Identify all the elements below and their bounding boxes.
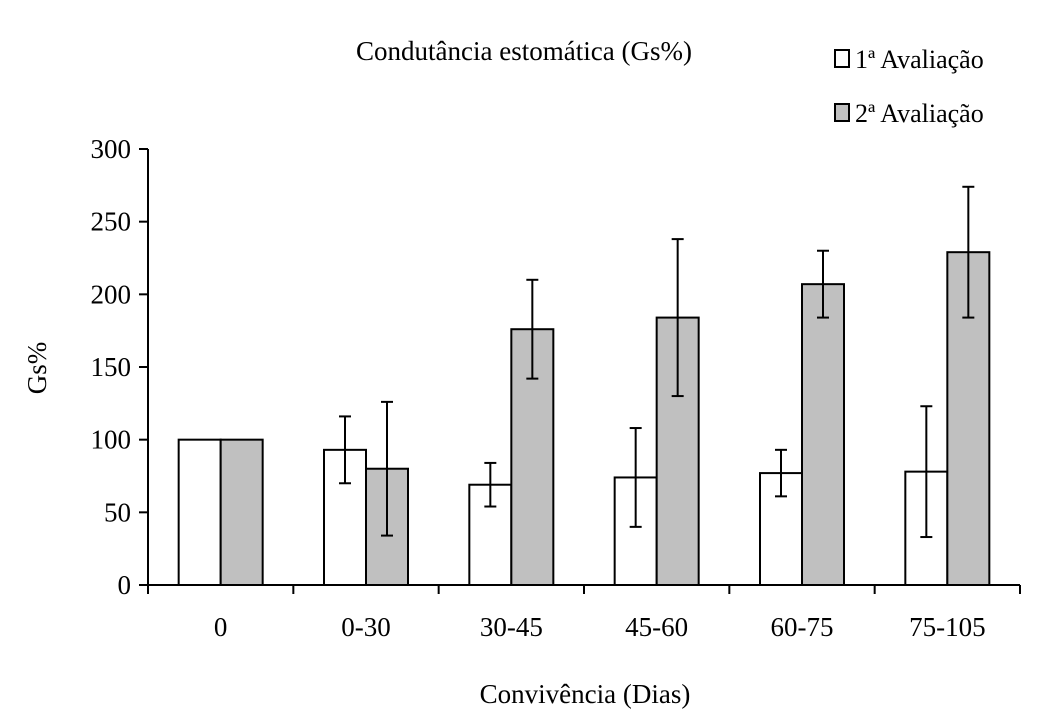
- y-axis-title: Gs%: [22, 342, 52, 395]
- y-tick-label-4: 200: [91, 279, 132, 309]
- legend: 1ª Avaliação 2ª Avaliação: [834, 45, 984, 128]
- y-tick-label-5: 250: [91, 207, 132, 237]
- legend-swatch-series-2: [834, 103, 850, 122]
- y-tick-label-3: 150: [91, 352, 132, 382]
- y-tick-label-6: 300: [91, 134, 132, 164]
- bar-s2-c4: [801, 283, 845, 586]
- x-axis-title: Convivência (Dias): [480, 679, 691, 709]
- legend-swatch-series-1: [834, 49, 850, 68]
- bar-s1-c0: [177, 438, 222, 586]
- x-tick-label-3: 45-60: [625, 612, 688, 642]
- x-tick-label-4: 60-75: [771, 612, 834, 642]
- chart-title: Condutância estomática (Gs%): [356, 36, 692, 66]
- y-tick-label-1: 50: [104, 497, 131, 527]
- legend-label-series-1: 1ª Avaliação: [855, 45, 984, 74]
- x-tick-label-5: 75-105: [909, 612, 986, 642]
- legend-label-series-2: 2ª Avaliação: [855, 99, 984, 128]
- x-tick-label-0: 0: [214, 612, 228, 642]
- x-tick-label-2: 30-45: [480, 612, 543, 642]
- x-tick-label-1: 0-30: [341, 612, 391, 642]
- plot-area: 0 50 100 150 200 250 300 0 0-30 30-45 45-60 60-75 75…: [91, 134, 1021, 642]
- bar-s2-c0: [219, 438, 264, 586]
- y-tick-label-2: 100: [91, 425, 132, 455]
- y-tick-label-0: 0: [118, 570, 132, 600]
